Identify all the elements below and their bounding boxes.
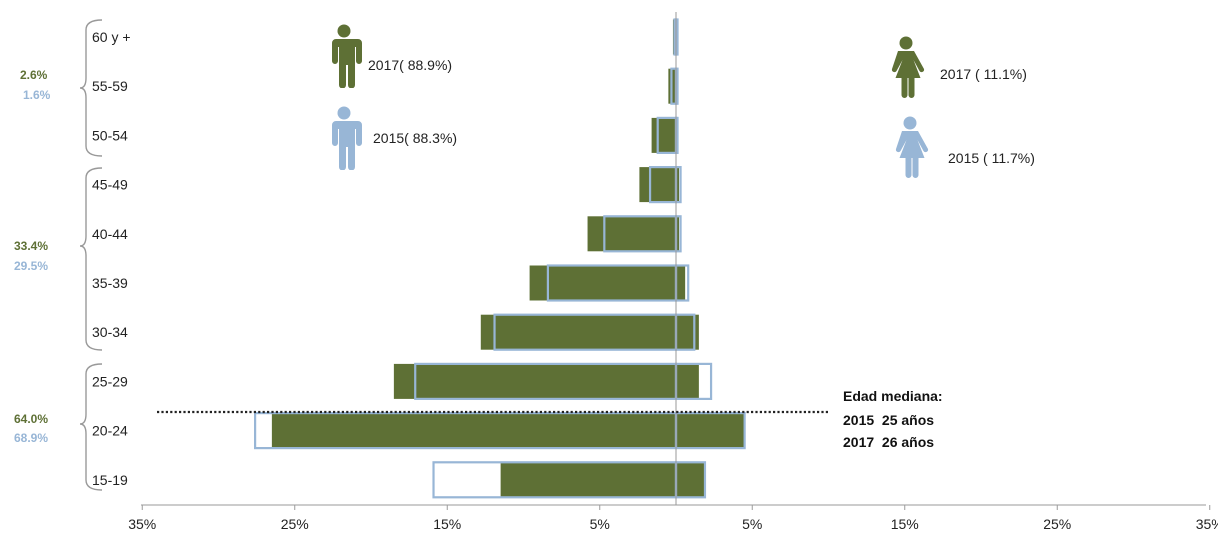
age-label: 55-59 [92, 78, 128, 94]
bars-2017 [271, 19, 745, 498]
male-icon [330, 24, 362, 88]
x-tick-label: 5% [590, 516, 610, 532]
male-icon [330, 106, 362, 170]
legend-male-2015-text: 2015( 88.3%) [373, 130, 457, 146]
female-icon [891, 36, 925, 98]
bar-2017-right-4 [676, 216, 680, 252]
age-label: 45-49 [92, 177, 128, 193]
bar-2017-left-7 [393, 363, 676, 399]
x-tick-label: 15% [433, 516, 461, 532]
legend-female-2015: 2015 ( 11.7%) [895, 116, 1035, 178]
age-label: 25-29 [92, 373, 128, 389]
bar-2017-left-2 [651, 117, 676, 153]
age-label: 30-34 [92, 324, 128, 340]
bar-2017-right-7 [676, 363, 699, 399]
bar-2017-right-8 [676, 413, 745, 449]
legend-male-2017-text: 2017( 88.9%) [368, 57, 452, 73]
group-pct-2015: 68.9% [14, 431, 48, 445]
bar-2017-right-9 [676, 462, 705, 498]
x-tick-label: 35% [128, 516, 156, 532]
median-age-title: Edad mediana: [843, 388, 943, 404]
median-age-annotation: Edad mediana: 2015 25 años 2017 26 años [843, 388, 943, 450]
bar-2017-right-6 [676, 314, 699, 350]
bar-2017-left-4 [587, 216, 676, 252]
group-pct-2017: 64.0% [14, 412, 48, 426]
age-label: 40-44 [92, 226, 128, 242]
x-tick-label: 15% [891, 516, 919, 532]
legend-female-2017: 2017 ( 11.1%) [891, 36, 1027, 98]
age-label: 50-54 [92, 127, 128, 143]
x-tick-label: 5% [742, 516, 762, 532]
legend-female-2017-text: 2017 ( 11.1%) [940, 66, 1027, 82]
x-tick-label: 35% [1196, 516, 1218, 532]
bar-2017-right-3 [676, 167, 680, 203]
group-pct-2017: 33.4% [14, 239, 48, 253]
group-pct-2015: 29.5% [14, 259, 48, 273]
age-label: 35-39 [92, 275, 128, 291]
age-labels: 60 y + 55-59 50-54 45-49 40-44 35-39 30-34 25-2… [92, 29, 131, 488]
bar-2017-left-6 [480, 314, 676, 350]
bar-2017-left-8 [271, 413, 676, 449]
group-bracket-1: 2.6% 1.6% [20, 19, 103, 157]
female-icon [895, 116, 929, 178]
age-label: 60 y + [92, 29, 131, 45]
bar-2017-left-5 [529, 265, 676, 301]
median-age-2015: 2015 25 años [843, 412, 934, 428]
group-pct-2015: 1.6% [23, 88, 51, 102]
legend-female-2015-text: 2015 ( 11.7%) [948, 150, 1035, 166]
legend-male-2017: 2017( 88.9%) [330, 24, 452, 88]
x-tick-label: 25% [281, 516, 309, 532]
group-pct-2017: 2.6% [20, 68, 48, 82]
age-label: 20-24 [92, 423, 128, 439]
group-bracket-3: 64.0% 68.9% [14, 363, 103, 491]
bar-2017-left-3 [639, 167, 676, 203]
age-label: 15-19 [92, 472, 128, 488]
bar-2017-left-9 [500, 462, 676, 498]
group-bracket-2: 33.4% 29.5% [14, 167, 103, 351]
median-age-2017: 2017 26 años [843, 434, 934, 450]
legend-male-2015: 2015( 88.3%) [330, 106, 457, 170]
x-axis-ticks: 35% 25% 15% 5% 5% 15% 25% 35% [128, 505, 1218, 532]
x-tick-label: 25% [1043, 516, 1071, 532]
bar-2017-right-5 [676, 265, 686, 301]
